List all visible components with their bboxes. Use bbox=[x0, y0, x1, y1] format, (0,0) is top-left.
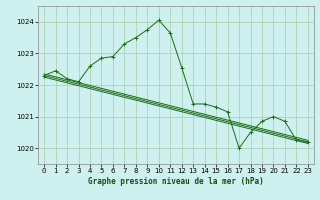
X-axis label: Graphe pression niveau de la mer (hPa): Graphe pression niveau de la mer (hPa) bbox=[88, 177, 264, 186]
